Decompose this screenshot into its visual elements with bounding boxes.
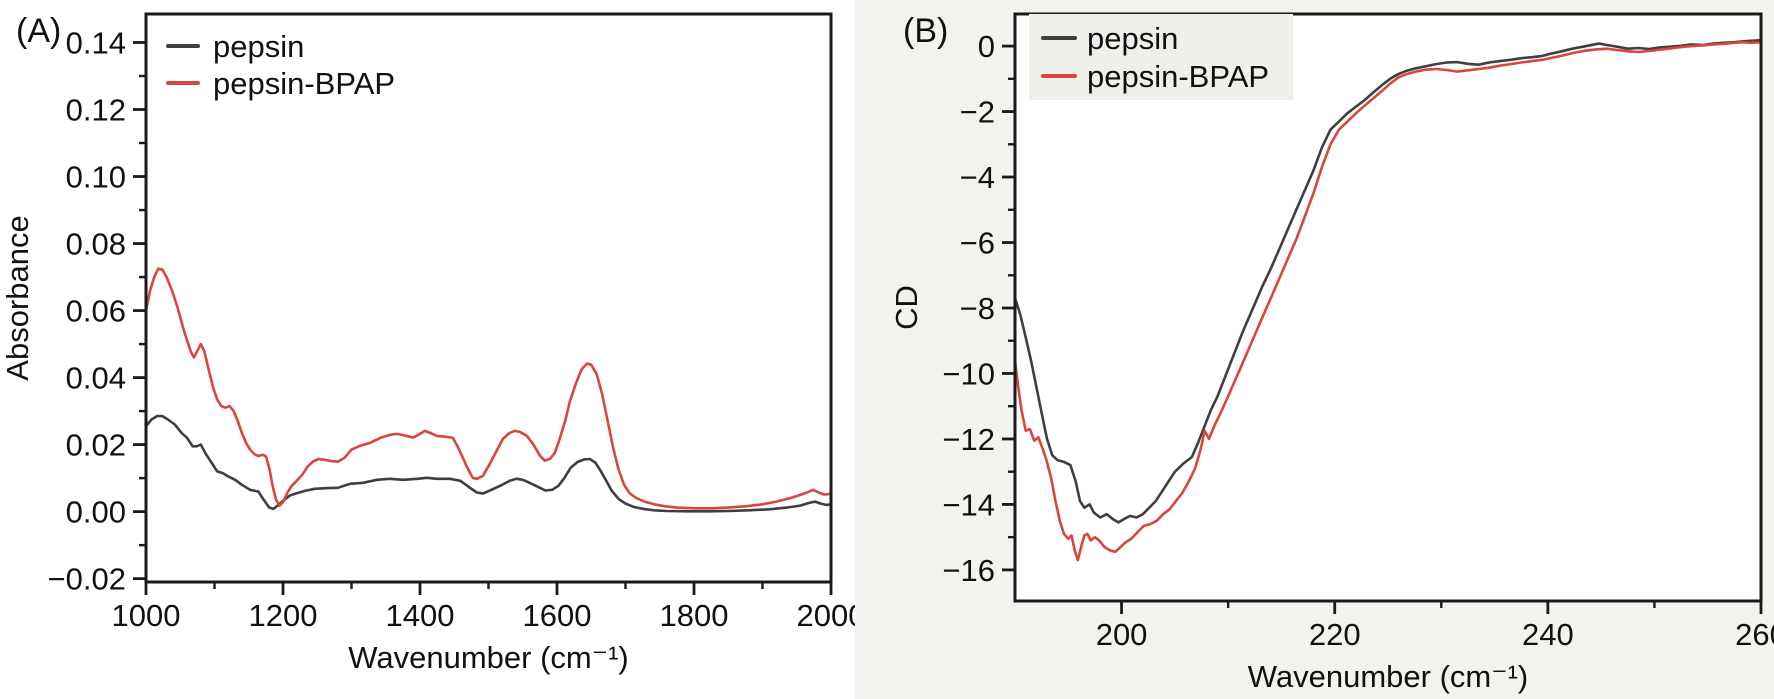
x-tick-label: 240 xyxy=(1522,617,1574,652)
plot-frame xyxy=(1013,12,1763,603)
plot-area xyxy=(146,14,831,582)
plot-area xyxy=(1015,14,1761,601)
x-axis-title: Wavenumber (cm⁻¹) xyxy=(348,640,628,675)
y-tick-label: −2 xyxy=(960,95,995,130)
x-tick-label: 1400 xyxy=(386,598,455,633)
legend-label-pepsin-BPAP: pepsin-BPAP xyxy=(213,66,395,101)
y-tick-label: −12 xyxy=(942,422,995,457)
series-line-pepsin xyxy=(144,414,833,513)
series-line-pepsin-BPAP xyxy=(144,267,833,510)
y-tick-label: 0.06 xyxy=(66,294,126,329)
y-tick-label: 0 xyxy=(978,29,995,64)
y-tick-label: −8 xyxy=(960,291,995,326)
legend-background xyxy=(1029,14,1293,100)
panel-b: 200 220 240 260 0 −2 −4 −6 −8 −10 −12 −14 −16 pepsinp… xyxy=(855,0,1774,699)
y-tick-label: −0.02 xyxy=(48,562,126,597)
x-tick-label: 1600 xyxy=(523,598,592,633)
legend-label-pepsin: pepsin xyxy=(1087,21,1178,56)
y-axis-title: Absorbance xyxy=(0,215,35,380)
panel-letter: (B) xyxy=(903,12,948,50)
y-tick-label: 0.04 xyxy=(66,361,126,396)
x-tick-label: 220 xyxy=(1309,617,1361,652)
legend-label-pepsin-BPAP: pepsin-BPAP xyxy=(1087,59,1269,94)
y-tick-label: 0.02 xyxy=(66,428,126,463)
y-tick-label: 0.14 xyxy=(66,25,126,60)
y-tick-label: 0.00 xyxy=(66,495,126,530)
panel-b-chart: 200 220 240 260 0 −2 −4 −6 −8 −10 −12 −14 −16 pepsinp… xyxy=(889,12,1774,694)
y-tick-label: −6 xyxy=(960,226,995,261)
y-tick-label: −16 xyxy=(942,553,995,588)
x-axis-title: Wavenumber (cm⁻¹) xyxy=(1248,659,1528,694)
y-axis-title: CD xyxy=(889,285,924,330)
legend-label-pepsin: pepsin xyxy=(213,29,304,64)
x-tick-label: 260 xyxy=(1735,617,1774,652)
panel-letter: (A) xyxy=(16,12,61,50)
y-tick-label: 0.08 xyxy=(66,227,126,262)
y-tick-label: −14 xyxy=(942,487,995,522)
y-tick-label: 0.10 xyxy=(66,160,126,195)
x-tick-label: 1000 xyxy=(112,598,181,633)
y-tick-label: 0.12 xyxy=(66,93,126,128)
x-tick-label: 1800 xyxy=(660,598,729,633)
plot-frame xyxy=(144,12,833,584)
y-tick-label: −4 xyxy=(960,160,995,195)
series-line-pepsin xyxy=(1013,38,1763,524)
y-tick-label: −10 xyxy=(942,356,995,391)
x-tick-label: 1200 xyxy=(249,598,318,633)
x-tick-label: 200 xyxy=(1096,617,1148,652)
series-line-pepsin-BPAP xyxy=(1013,40,1763,562)
